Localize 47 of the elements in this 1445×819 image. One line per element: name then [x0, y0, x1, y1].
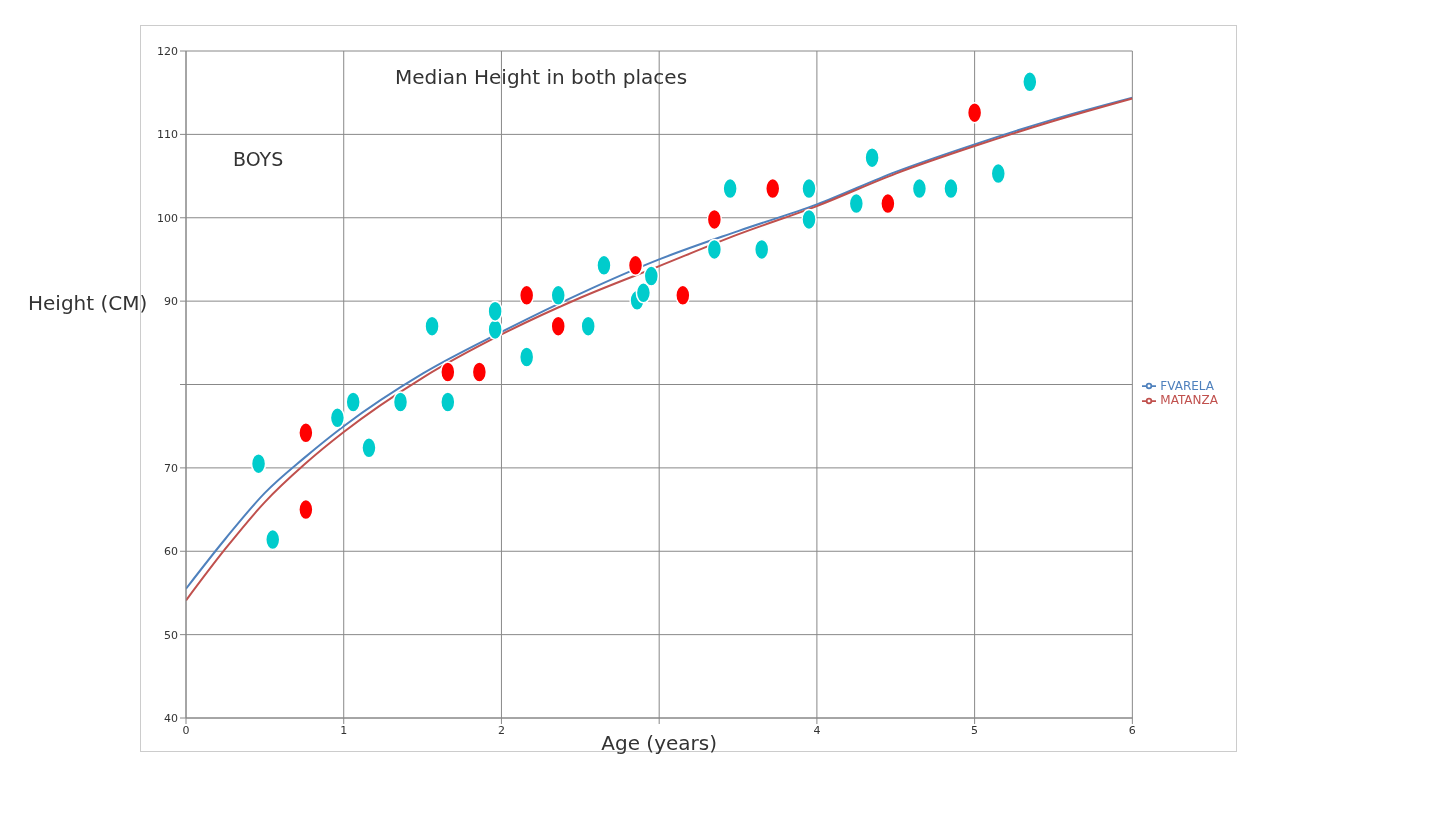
point	[990, 162, 1007, 185]
point	[440, 361, 456, 383]
point	[518, 284, 535, 307]
legend-label: FVARELA	[1160, 378, 1214, 393]
legend-label: MATANZA	[1160, 393, 1218, 407]
point	[250, 452, 267, 475]
y-tick-label: 100	[157, 211, 178, 225]
point	[392, 391, 409, 413]
point	[424, 315, 440, 337]
x-tick-label: 0	[182, 723, 190, 737]
point	[550, 315, 566, 337]
point	[627, 254, 644, 277]
y-tick-label: 50	[164, 628, 178, 642]
point	[753, 238, 770, 261]
point	[643, 265, 660, 287]
point	[518, 346, 535, 368]
point	[487, 300, 503, 322]
y-tick-label: 60	[164, 545, 178, 559]
y-tick-label: 70	[164, 461, 178, 475]
x-tick-label: 5	[971, 723, 979, 737]
point	[848, 192, 865, 215]
point	[706, 208, 723, 231]
point	[911, 177, 928, 200]
point	[329, 407, 346, 429]
y-axis-title: Height (CM)	[28, 291, 148, 315]
y-tick-label: 90	[164, 295, 178, 309]
point	[580, 315, 596, 337]
y-tick-label: 110	[157, 128, 178, 142]
point	[706, 238, 723, 261]
point	[345, 391, 361, 413]
x-axis-title: Age (years)	[601, 731, 718, 755]
point	[764, 177, 781, 200]
y-tick-label: 120	[157, 44, 178, 58]
text: Median Height in both places	[393, 65, 689, 89]
point	[471, 361, 488, 383]
point	[966, 101, 983, 124]
point	[635, 282, 652, 304]
annotation: BOYS	[233, 148, 284, 170]
point	[298, 422, 314, 444]
point	[440, 391, 456, 413]
point	[361, 437, 377, 459]
x-tick-label: 1	[340, 723, 348, 737]
point	[1022, 71, 1038, 93]
x-tick-label: 4	[813, 723, 821, 737]
y-tick-label: 40	[164, 711, 178, 725]
x-tick-label: 6	[1128, 723, 1136, 737]
x-tick-label: 2	[497, 723, 505, 737]
